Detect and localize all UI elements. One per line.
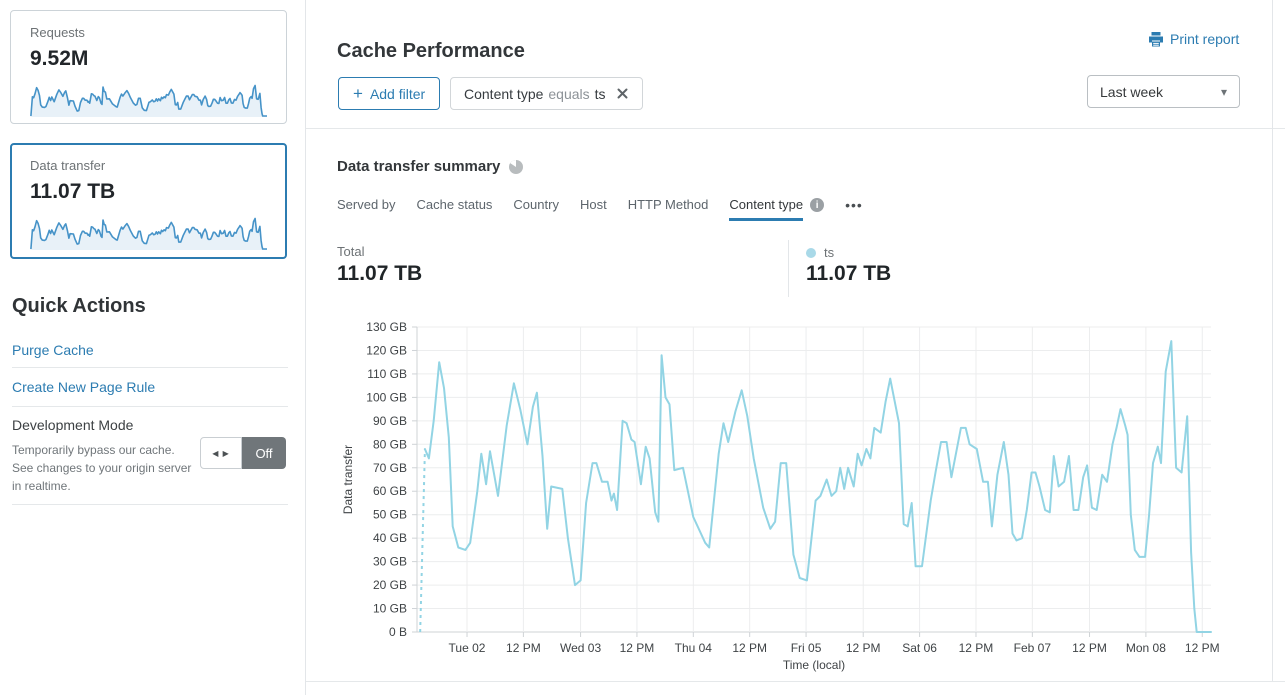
divider	[12, 367, 288, 368]
series-legend: ts	[806, 245, 834, 260]
tab-label: Cache status	[416, 197, 493, 212]
total-value: 11.07 TB	[337, 262, 423, 285]
plus-icon: +	[353, 83, 363, 103]
svg-text:12 PM: 12 PM	[1185, 641, 1220, 655]
svg-text:130 GB: 130 GB	[366, 320, 407, 334]
svg-text:12 PM: 12 PM	[732, 641, 767, 655]
info-icon[interactable]: i	[810, 198, 825, 212]
create-page-rule-link[interactable]: Create New Page Rule	[12, 379, 156, 395]
svg-text:12 PM: 12 PM	[959, 641, 994, 655]
svg-text:80 GB: 80 GB	[373, 437, 407, 451]
summary-title-text: Data transfer summary	[337, 158, 501, 175]
data-transfer-sparkline	[30, 217, 267, 250]
tab-label: Content type	[729, 197, 804, 221]
bottom-divider	[306, 681, 1285, 682]
requests-sparkline	[30, 84, 267, 117]
filter-chip-operator: equals	[548, 85, 590, 102]
tab-cache-status[interactable]: Cache status	[417, 197, 493, 221]
svg-text:70 GB: 70 GB	[373, 461, 407, 475]
tab-label: Served by	[337, 197, 396, 212]
page-title: Cache Performance	[337, 40, 525, 63]
summary-tabs: Served by Cache status Country Host HTTP Met…	[337, 197, 863, 222]
development-mode-toggle[interactable]: ◀ ▶ Off	[200, 437, 286, 469]
svg-text:Fri 05: Fri 05	[791, 641, 822, 655]
svg-text:12 PM: 12 PM	[620, 641, 655, 655]
print-report-button[interactable]: Print report	[1148, 31, 1239, 47]
svg-text:100 GB: 100 GB	[366, 390, 407, 404]
svg-text:120 GB: 120 GB	[366, 343, 407, 357]
tab-host[interactable]: Host	[580, 197, 607, 221]
svg-text:Feb 07: Feb 07	[1014, 641, 1052, 655]
filter-chip: Content type equals ts	[450, 77, 643, 110]
legend-label: ts	[824, 245, 835, 260]
tab-label: Country	[513, 197, 559, 212]
svg-text:20 GB: 20 GB	[373, 578, 407, 592]
data-transfer-card-value: 11.07 TB	[30, 180, 116, 203]
data-transfer-chart: 0 B 10 GB 20 GB 30 GB 40 GB 50 GB 60 GB 70 GB 80…	[341, 320, 1220, 672]
header-divider	[306, 128, 1285, 129]
toggle-arrows-icon[interactable]: ◀ ▶	[200, 437, 242, 469]
svg-text:Mon 08: Mon 08	[1126, 641, 1166, 655]
printer-icon	[1149, 31, 1163, 46]
requests-card-label: Requests	[30, 25, 85, 40]
svg-text:Wed 03: Wed 03	[560, 641, 601, 655]
add-filter-label: Add filter	[369, 85, 426, 102]
time-range-value: Last week	[1100, 83, 1164, 100]
divider	[12, 406, 288, 407]
svg-text:40 GB: 40 GB	[373, 531, 407, 545]
svg-text:110 GB: 110 GB	[367, 367, 407, 381]
quick-actions-title: Quick Actions	[12, 295, 146, 317]
svg-text:30 GB: 30 GB	[373, 555, 407, 569]
sidebar-divider	[305, 0, 306, 695]
svg-text:Tue 02: Tue 02	[449, 641, 486, 655]
content-right-divider	[1272, 0, 1273, 681]
svg-text:Sat 06: Sat 06	[902, 641, 937, 655]
data-transfer-card-label: Data transfer	[30, 158, 106, 173]
tab-country[interactable]: Country	[513, 197, 559, 221]
tab-served-by[interactable]: Served by	[337, 197, 396, 221]
svg-text:0 B: 0 B	[389, 625, 407, 639]
total-label: Total	[337, 244, 365, 259]
chevron-down-icon: ▾	[1220, 84, 1227, 99]
close-icon	[617, 88, 628, 99]
svg-text:12 PM: 12 PM	[846, 641, 881, 655]
tab-http-method[interactable]: HTTP Method	[628, 197, 709, 221]
add-filter-button[interactable]: + Add filter	[338, 77, 441, 110]
svg-text:50 GB: 50 GB	[373, 508, 407, 522]
requests-card[interactable]: Requests 9.52M	[10, 10, 287, 124]
print-report-label: Print report	[1170, 31, 1240, 47]
totals-divider	[788, 240, 789, 297]
svg-text:12 PM: 12 PM	[1072, 641, 1107, 655]
svg-text:Time (local): Time (local)	[783, 658, 845, 672]
requests-card-value: 9.52M	[30, 47, 89, 70]
svg-text:Data transfer: Data transfer	[341, 445, 355, 514]
legend-dot-icon	[806, 247, 816, 258]
remove-filter-button[interactable]	[616, 87, 629, 100]
filter-chip-value: ts	[594, 85, 606, 102]
time-range-select[interactable]: Last week ▾	[1087, 75, 1240, 108]
tab-label: HTTP Method	[627, 197, 709, 212]
purge-cache-link[interactable]: Purge Cache	[12, 342, 94, 358]
development-mode-title: Development Mode	[12, 417, 134, 433]
svg-text:60 GB: 60 GB	[373, 484, 407, 498]
development-mode-description: Temporarily bypass our cache. See change…	[12, 443, 192, 493]
summary-title: Data transfer summary	[337, 158, 524, 175]
svg-text:12 PM: 12 PM	[506, 641, 541, 655]
svg-text:10 GB: 10 GB	[373, 602, 407, 616]
tab-label: Host	[579, 197, 607, 212]
divider	[12, 504, 288, 505]
filter-chip-field: Content type	[464, 85, 544, 102]
pie-chart-icon	[509, 159, 524, 174]
tabs-more-button[interactable]: •••	[845, 197, 863, 213]
svg-text:90 GB: 90 GB	[373, 414, 407, 428]
data-transfer-card[interactable]: Data transfer 11.07 TB	[10, 143, 287, 259]
tab-content-type[interactable]: Content type i	[729, 197, 825, 221]
toggle-off-label[interactable]: Off	[242, 437, 286, 469]
svg-text:Thu 04: Thu 04	[675, 641, 713, 655]
legend-value: 11.07 TB	[806, 262, 892, 285]
